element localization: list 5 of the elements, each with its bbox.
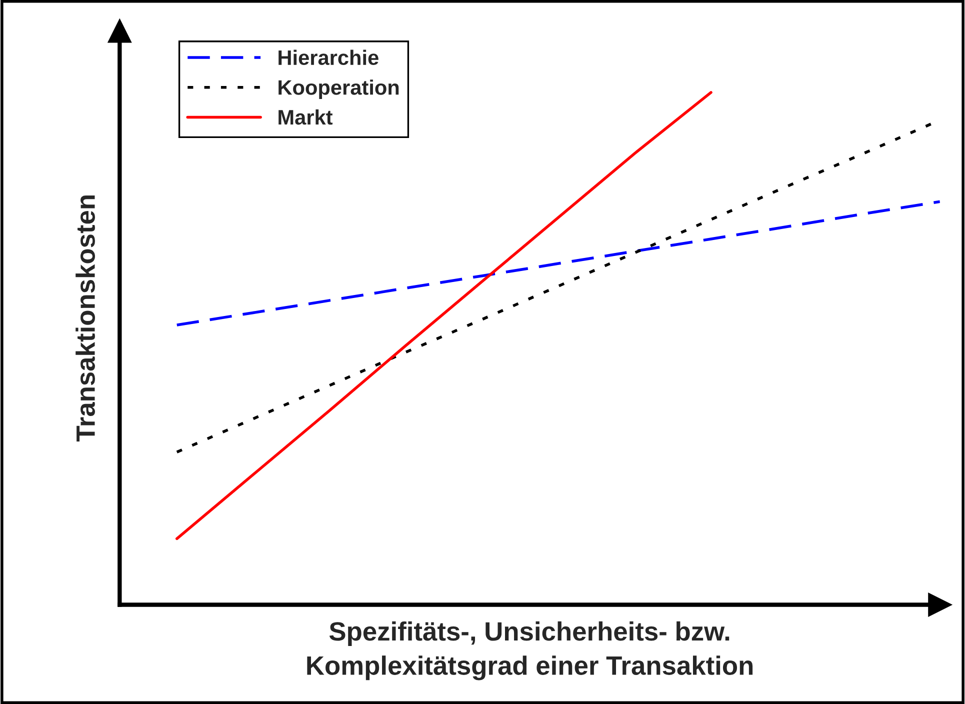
legend-label: Hierarchie	[278, 50, 378, 66]
x-axis-title: Spezifitäts-, Unsicherheits- bzw. Komplexitätsgrad einer Transaktion	[307, 621, 753, 680]
legend-label: Kooperation	[278, 80, 399, 99]
legend-label: Markt	[278, 109, 333, 125]
y-axis-title: Transaktionskosten	[76, 196, 95, 442]
